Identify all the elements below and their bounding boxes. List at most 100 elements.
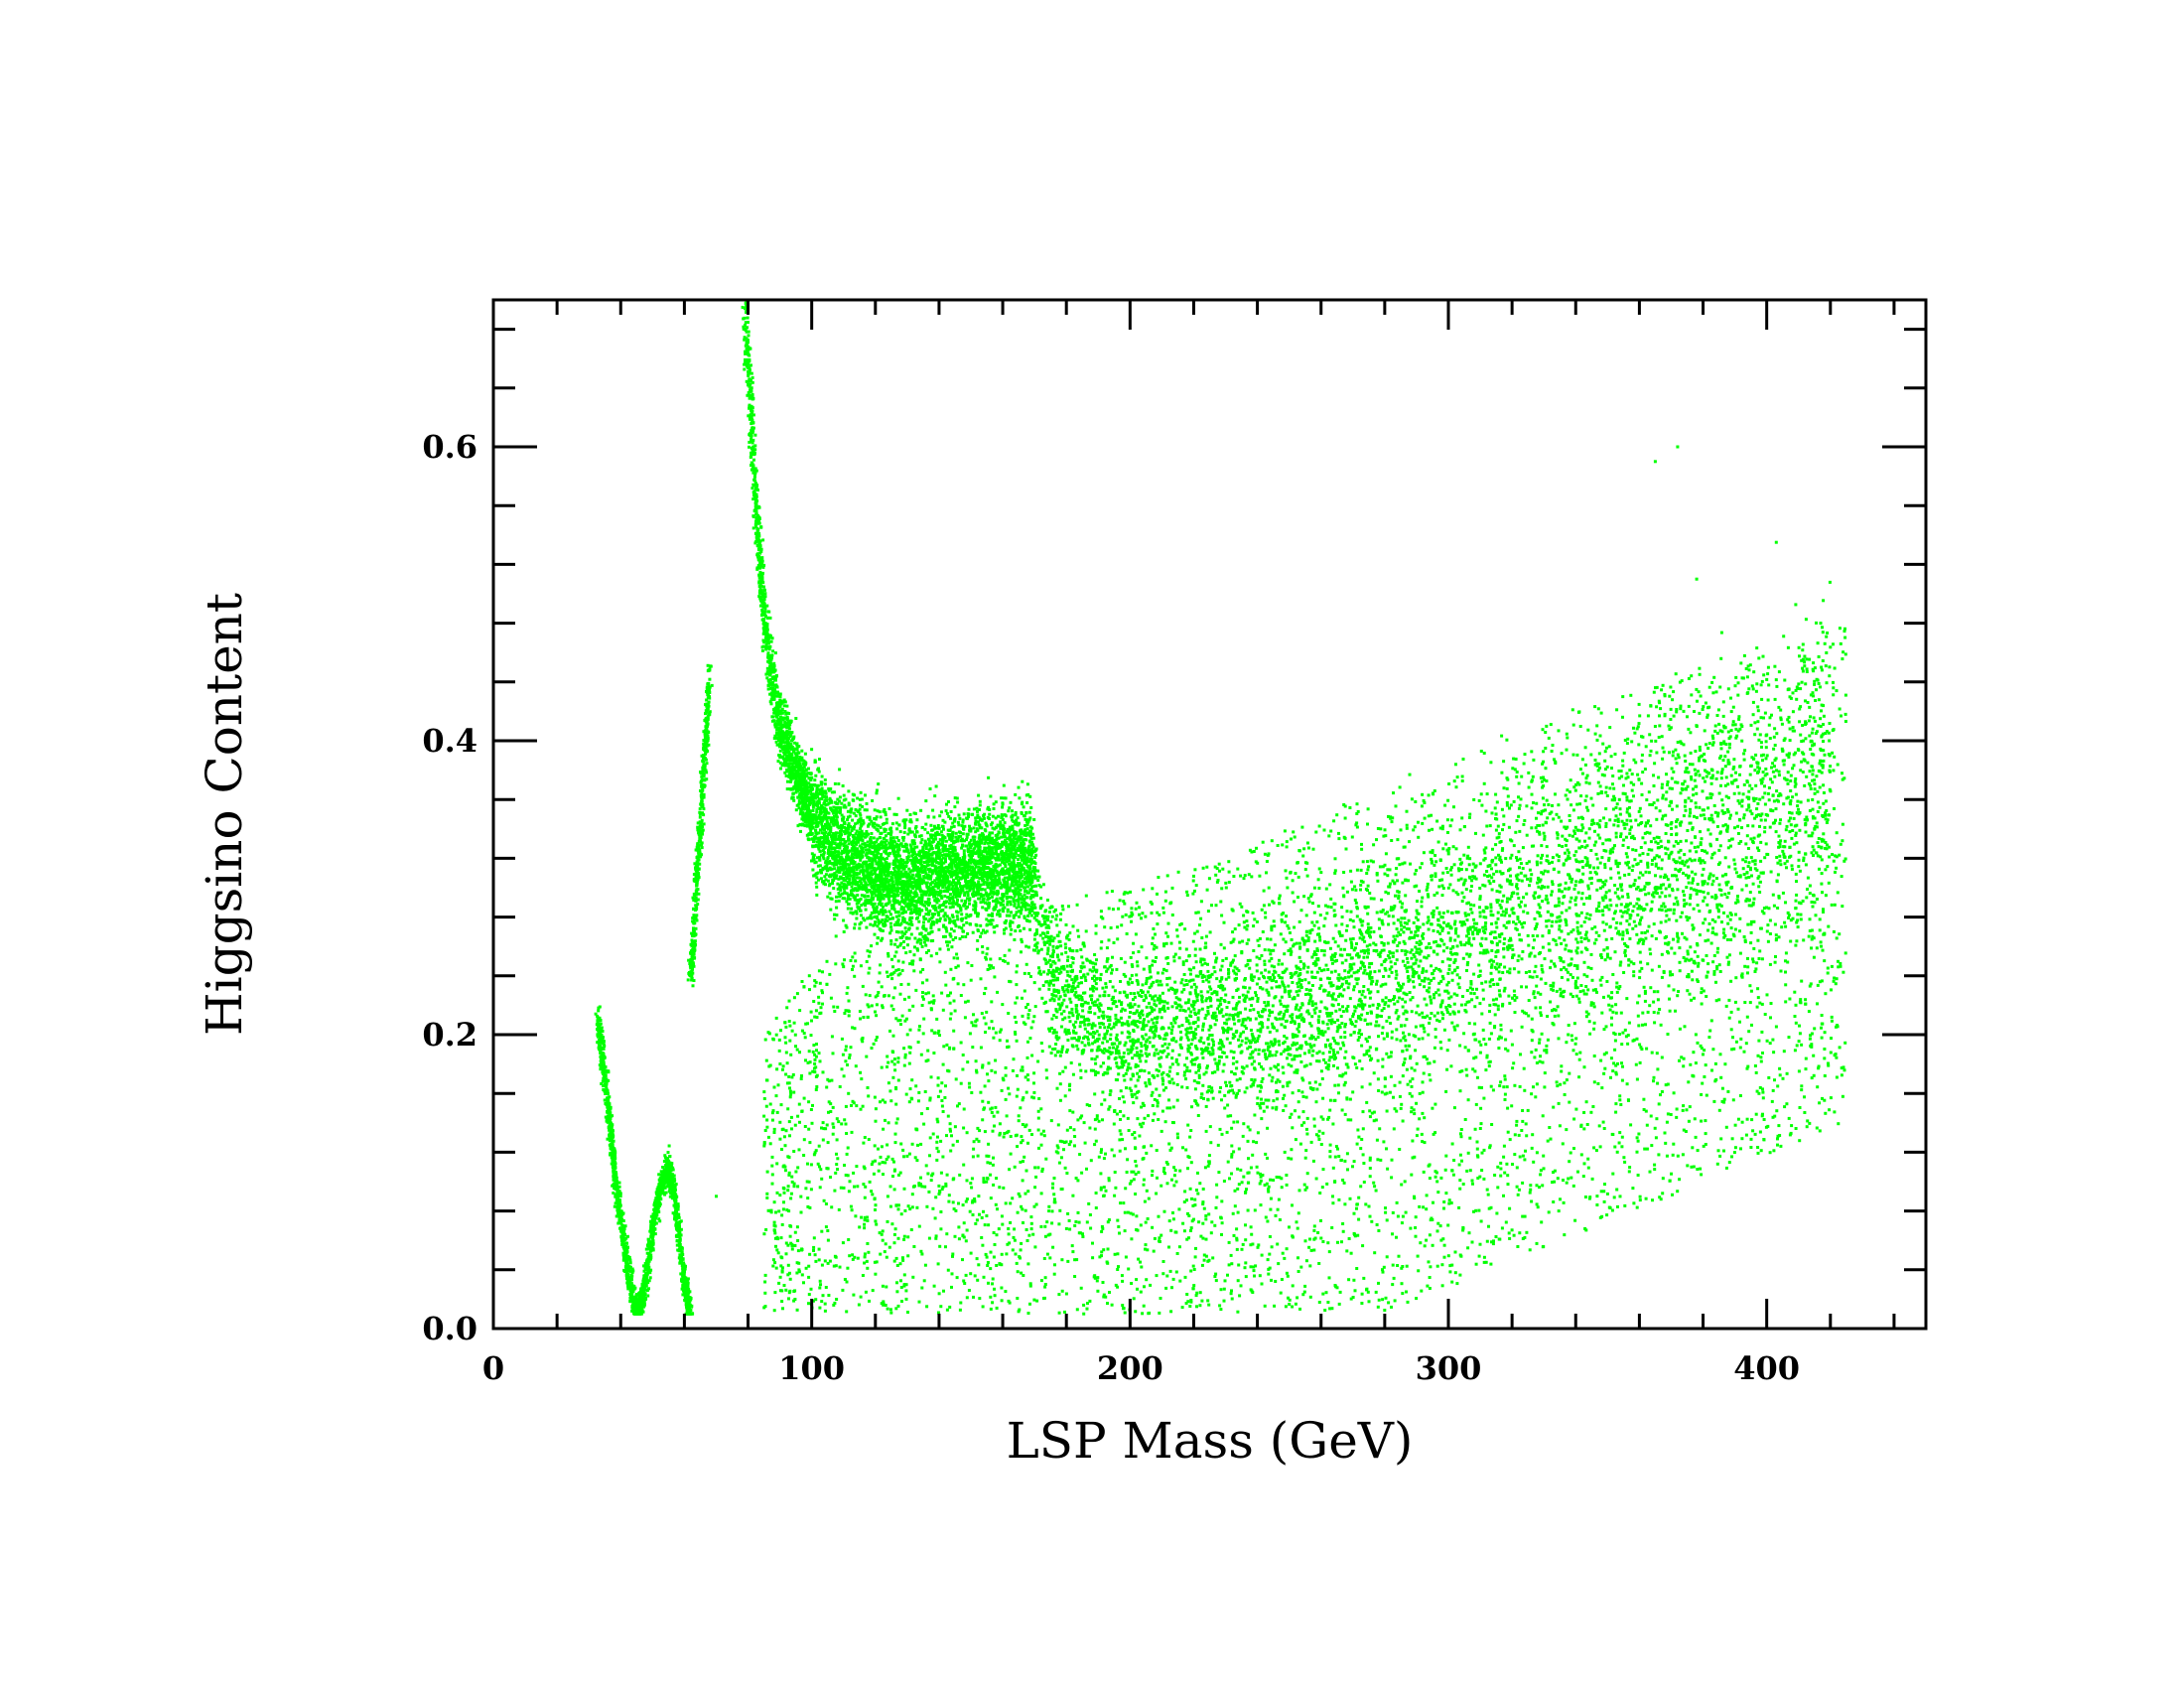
data-point: [895, 883, 899, 887]
data-point: [1028, 860, 1032, 864]
data-point: [908, 962, 912, 966]
data-point: [661, 1178, 665, 1182]
data-point: [955, 887, 959, 891]
data-point: [988, 902, 991, 905]
data-point: [695, 862, 699, 865]
data-point: [609, 1121, 613, 1125]
data-point: [811, 796, 815, 799]
data-point: [708, 688, 712, 691]
data-point: [823, 828, 826, 831]
data-point: [976, 849, 980, 853]
data-point: [688, 962, 692, 965]
data-point: [796, 795, 800, 799]
data-point: [847, 863, 851, 867]
data-point: [854, 832, 858, 836]
data-point: [833, 838, 837, 842]
data-point: [813, 796, 817, 800]
data-point: [794, 790, 798, 794]
data-point: [785, 704, 789, 708]
data-point: [824, 883, 827, 887]
data-point: [609, 1139, 613, 1143]
data-point: [701, 811, 704, 815]
data-point: [1009, 865, 1013, 869]
data-point: [841, 838, 845, 842]
data-point: [602, 1061, 606, 1064]
data-point: [608, 1128, 612, 1132]
data-point: [692, 917, 696, 921]
data-point: [606, 1137, 610, 1141]
data-point: [647, 1257, 651, 1261]
data-point: [743, 336, 747, 340]
data-point: [1027, 908, 1030, 912]
data-point: [760, 648, 764, 652]
data-point: [890, 907, 894, 911]
data-point: [879, 825, 883, 829]
data-point: [1009, 932, 1013, 936]
data-point: [665, 1181, 669, 1185]
data-point: [697, 844, 701, 848]
data-point: [797, 774, 801, 777]
data-point: [960, 846, 964, 850]
data-point: [608, 1124, 612, 1128]
data-point: [743, 362, 747, 366]
data-point: [914, 825, 918, 828]
data-point: [928, 875, 932, 879]
data-point: [991, 855, 995, 859]
data-point: [654, 1221, 658, 1225]
data-point: [893, 942, 897, 946]
data-point: [928, 787, 932, 790]
data-point: [609, 1119, 612, 1123]
data-point: [652, 1212, 656, 1216]
data-point: [921, 871, 925, 874]
data-point: [667, 1181, 671, 1185]
data-point: [683, 1267, 687, 1271]
data-point: [821, 795, 825, 799]
data-point: [702, 792, 706, 796]
data-point: [822, 824, 826, 828]
data-point: [807, 781, 811, 785]
data-point: [826, 895, 830, 899]
data-point: [679, 1259, 683, 1263]
data-point: [797, 799, 801, 803]
data-point: [853, 926, 857, 930]
data-point: [691, 967, 694, 971]
data-point: [611, 1136, 614, 1139]
data-point: [1019, 832, 1023, 835]
data-point: [893, 911, 897, 914]
data-point: [640, 1296, 644, 1300]
data-point: [676, 1248, 680, 1252]
data-point: [599, 1028, 603, 1032]
data-point: [600, 1082, 604, 1085]
data-point: [671, 1194, 675, 1196]
data-point: [1029, 858, 1033, 862]
data-point: [744, 352, 748, 355]
data-point: [842, 879, 846, 883]
data-point: [944, 839, 948, 843]
data-point: [630, 1267, 634, 1271]
data-point: [833, 872, 837, 876]
data-point: [765, 631, 769, 634]
data-point: [674, 1234, 678, 1238]
data-point: [609, 1151, 613, 1155]
data-point: [950, 914, 954, 917]
data-point: [1013, 894, 1017, 898]
data-point: [701, 828, 705, 832]
data-point: [820, 774, 824, 778]
data-point: [674, 1225, 678, 1229]
data-point: [677, 1212, 681, 1216]
data-point: [677, 1230, 681, 1234]
data-point: [1024, 859, 1027, 863]
data-point: [649, 1245, 652, 1249]
data-point: [636, 1312, 640, 1316]
data-point: [806, 785, 810, 789]
data-point: [655, 1193, 659, 1196]
data-point: [599, 1033, 603, 1037]
data-point: [817, 806, 821, 810]
data-point: [625, 1234, 629, 1238]
data-point: [624, 1265, 628, 1269]
data-point: [960, 913, 964, 916]
data-point: [679, 1219, 683, 1223]
data-point: [799, 808, 803, 812]
data-point: [883, 830, 887, 834]
data-point: [699, 829, 703, 833]
